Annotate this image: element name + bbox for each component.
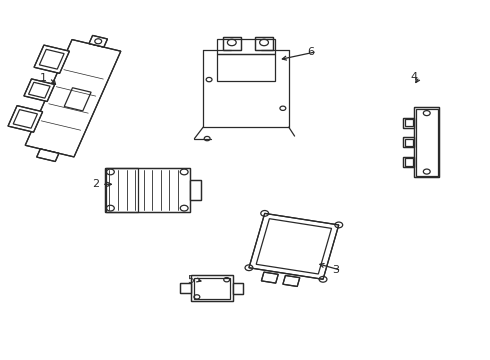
Bar (403, 118, 414, 128)
Bar (190, 180, 201, 200)
Bar (190, 180, 201, 200)
Text: 5: 5 (187, 275, 194, 285)
Bar (194, 278, 230, 299)
Bar (191, 275, 233, 301)
Bar (255, 37, 273, 50)
Bar (104, 168, 190, 212)
Bar (180, 283, 191, 293)
Text: 3: 3 (332, 265, 339, 275)
Bar (405, 158, 413, 166)
Polygon shape (34, 45, 70, 73)
Bar (414, 107, 440, 177)
Bar (403, 137, 414, 147)
Bar (403, 118, 414, 128)
Polygon shape (283, 275, 300, 287)
Bar (405, 119, 413, 126)
Polygon shape (37, 149, 59, 162)
Bar (255, 37, 273, 50)
Bar (233, 283, 244, 294)
Bar (222, 37, 241, 50)
Bar (180, 283, 191, 293)
Text: 4: 4 (410, 72, 417, 82)
Bar (191, 275, 233, 301)
Text: 1: 1 (40, 73, 47, 83)
Bar (217, 40, 275, 54)
Polygon shape (8, 105, 43, 132)
Bar (403, 137, 414, 147)
Polygon shape (25, 40, 121, 157)
Bar (222, 37, 241, 50)
Bar (217, 54, 275, 81)
Text: 6: 6 (307, 46, 315, 57)
Bar (105, 168, 138, 212)
Bar (414, 107, 440, 177)
Polygon shape (261, 272, 278, 283)
Bar (403, 157, 414, 167)
Bar (403, 157, 414, 167)
Bar (104, 168, 190, 212)
Bar (233, 283, 244, 294)
Bar (405, 139, 413, 146)
Polygon shape (89, 35, 107, 47)
Text: 2: 2 (93, 179, 99, 189)
Polygon shape (24, 79, 55, 102)
Bar (416, 109, 438, 176)
Polygon shape (249, 213, 339, 279)
